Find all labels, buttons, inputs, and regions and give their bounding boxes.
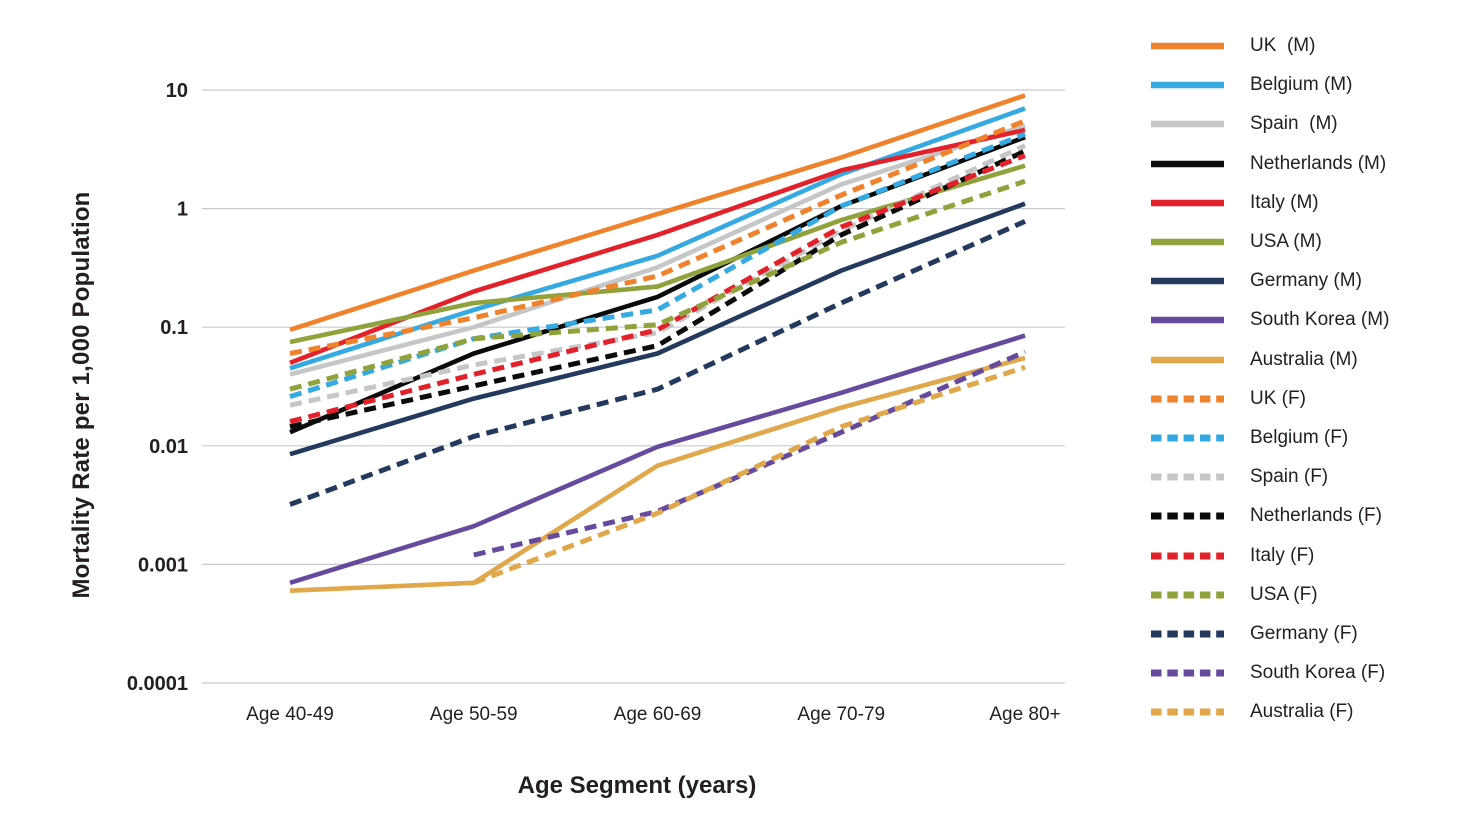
legend-item-usa-f: USA (F) [1150, 583, 1318, 607]
series-line-spain-f [289, 143, 1027, 408]
legend-item-usa-m: USA (M) [1150, 230, 1322, 254]
series-line-italy-f [289, 153, 1026, 425]
legend-item-australia-f: Australia (F) [1150, 700, 1353, 724]
legend-swatch-germany-f [1151, 630, 1224, 638]
series-line-uk-m [289, 93, 1026, 332]
y-tick-label-0.01: 0.01 [149, 436, 188, 458]
legend-swatch-australia-m [1151, 356, 1224, 363]
series-line-netherlands-f [289, 148, 1027, 430]
series-line-belgium-f [289, 131, 1026, 399]
legend-label-italy-f: Italy (F) [1250, 544, 1315, 566]
legend-item-south-korea-f: South Korea (F) [1150, 661, 1385, 685]
legend-item-italy-m: Italy (M) [1150, 191, 1319, 215]
y-tick-label-0.1: 0.1 [160, 317, 188, 339]
legend-label-usa-f: USA (F) [1250, 583, 1318, 605]
legend-label-netherlands-m: Netherlands (M) [1250, 152, 1387, 174]
y-tick-label-0.001: 0.001 [138, 554, 188, 576]
series-line-spain-m [289, 123, 1026, 377]
series-line-germany-m [289, 201, 1026, 457]
x-tick-label-age-80: Age 80+ [989, 704, 1060, 725]
x-tick-label-age-60-69: Age 60-69 [614, 704, 702, 725]
series-line-australia-m [289, 355, 1026, 593]
legend-label-australia-m: Australia (M) [1250, 348, 1358, 370]
legend-label-spain-m: Spain (M) [1250, 113, 1338, 135]
legend-item-australia-m: Australia (M) [1150, 348, 1358, 372]
x-tick-label-age-70-79: Age 70-79 [797, 704, 885, 725]
legend-item-uk-f: UK (F) [1150, 387, 1306, 411]
series-line-australia-f [472, 364, 1026, 586]
legend-item-spain-f: Spain (F) [1150, 465, 1328, 489]
legend-item-netherlands-f: Netherlands (F) [1150, 504, 1382, 528]
legend-label-uk-f: UK (F) [1250, 387, 1306, 409]
legend-swatch-south-korea-m [1151, 317, 1224, 324]
legend-label-belgium-m: Belgium (M) [1250, 74, 1353, 96]
legend-label-germany-m: Germany (M) [1250, 270, 1362, 292]
x-axis-title: Age Segment (years) [517, 772, 757, 799]
series-line-south-korea-f [473, 349, 1027, 558]
legend-swatch-germany-m [1151, 277, 1224, 285]
legend-item-italy-f: Italy (F) [1150, 544, 1314, 568]
legend-swatch-italy-m [1151, 199, 1224, 207]
legend-label-uk-m: UK (M) [1250, 35, 1316, 56]
series-line-south-korea-m [289, 333, 1026, 585]
x-tick-label-age-40-49: Age 40-49 [246, 704, 334, 725]
legend-label-usa-m: USA (M) [1250, 231, 1322, 252]
series-line-belgium-m [289, 106, 1026, 371]
legend-swatch-australia-f [1151, 708, 1224, 716]
legend-swatch-spain-f [1151, 473, 1224, 481]
legend-item-uk-m: UK (M) [1150, 34, 1315, 58]
legend-swatch-netherlands-f [1151, 512, 1224, 520]
legend-label-netherlands-f: Netherlands (F) [1250, 505, 1382, 527]
legend-item-south-korea-m: South Korea (M) [1150, 308, 1389, 332]
legend-swatch-south-korea-f [1151, 669, 1224, 677]
legend-label-belgium-f: Belgium (F) [1250, 427, 1349, 448]
legend-swatch-netherlands-m [1151, 160, 1224, 167]
legend-swatch-belgium-f [1151, 434, 1224, 442]
legend-label-germany-f: Germany (F) [1250, 623, 1358, 644]
y-tick-label-10: 10 [166, 80, 188, 102]
legend-swatch-usa-f [1151, 591, 1224, 599]
x-tick-label-age-50-59: Age 50-59 [430, 704, 518, 725]
legend-swatch-usa-m [1151, 238, 1224, 246]
y-tick-label-1: 1 [177, 199, 188, 221]
legend-swatch-belgium-m [1151, 81, 1224, 89]
legend-item-netherlands-m: Netherlands (M) [1150, 152, 1386, 176]
legend-swatch-uk-m [1151, 42, 1224, 50]
legend-item-belgium-m: Belgium (M) [1150, 73, 1352, 97]
legend-swatch-spain-m [1151, 121, 1224, 128]
series-line-uk-f [289, 118, 1026, 356]
legend-item-germany-m: Germany (M) [1150, 269, 1362, 293]
legend-swatch-italy-f [1151, 552, 1224, 560]
legend-label-spain-f: Spain (F) [1250, 466, 1329, 488]
legend: UK (M) Belgium (M) Spain (M) Netherlands (M… [1150, 0, 1478, 820]
y-axis-title: Mortality Rate per 1,000 Population [68, 191, 95, 599]
legend-item-belgium-f: Belgium (F) [1150, 426, 1348, 450]
series-line-germany-f [289, 219, 1027, 507]
y-tick-label-0.0001: 0.0001 [127, 673, 188, 695]
legend-label-south-korea-f: South Korea (F) [1250, 662, 1386, 684]
legend-item-germany-f: Germany (F) [1150, 622, 1358, 646]
legend-label-south-korea-m: South Korea (M) [1250, 309, 1390, 331]
legend-label-italy-m: Italy (M) [1250, 191, 1319, 213]
legend-swatch-uk-f [1151, 395, 1224, 403]
legend-label-australia-f: Australia (F) [1250, 701, 1354, 723]
legend-item-spain-m: Spain (M) [1150, 112, 1338, 136]
mortality-line-chart: 10 1 0.1 0.01 0.001 0.0001 Age 40-49 Age 50-59 A… [127, 80, 1065, 725]
